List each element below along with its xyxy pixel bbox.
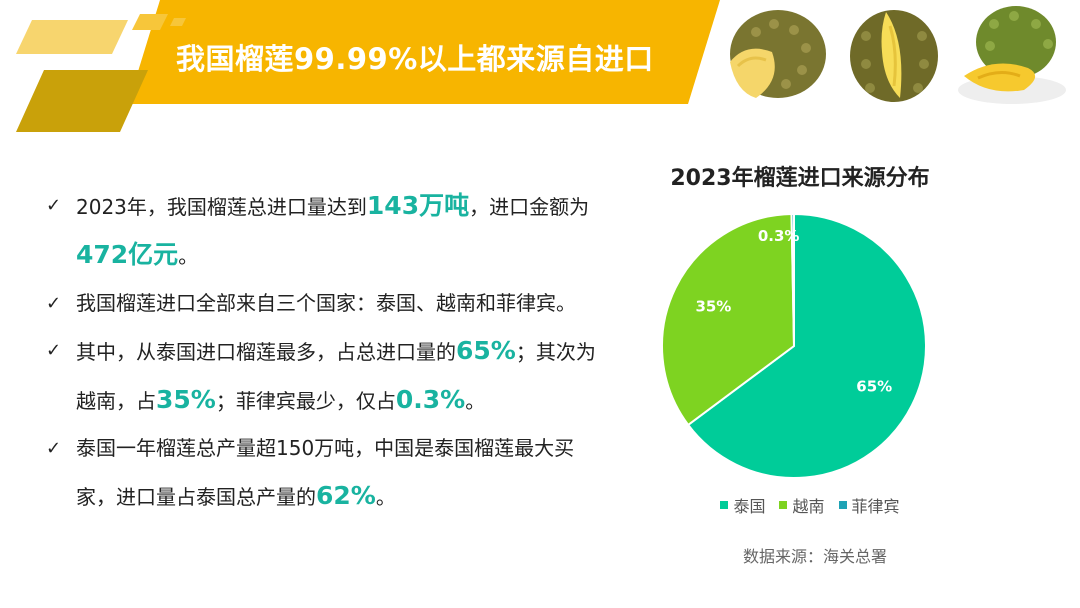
pie-label-2: 0.3% [758,227,800,245]
pie-slice-1 [661,213,796,427]
checkmark-icon: ✓ [46,438,62,459]
bullet-text: ；菲律宾最少，仅占 [215,389,396,413]
bullet-text: 泰国一年榴莲总产量超150万吨，中国是泰国榴莲最大买家，进口量占泰国总产量的 [76,436,575,509]
chart-title: 2023年榴莲进口来源分布 [670,166,930,191]
pie-chart: 65% 35% 0.3% [660,208,950,488]
bullet-text: 其中，从泰国进口榴莲最多，占总进口量的 [76,340,456,364]
legend-label: 泰国 [733,497,766,516]
header-banner: 我国榴莲99.99%以上都来源自进口 [0,0,1080,140]
bullet-text: 2023年，我国榴莲总进口量达到 [76,195,367,219]
bullet-text: 。 [375,485,396,509]
data-source: 数据来源：海关总署 [742,547,887,566]
bullet-text: ，进口金额为 [469,195,590,219]
pie-chart-svg: 65% 35% 0.3% [661,212,927,479]
legend-swatch [779,501,788,509]
checkmark-icon: ✓ [46,195,62,216]
banner-accent-tiny [170,18,186,26]
highlight-value: 65% [456,336,516,365]
pie-label-1: 35% [695,297,731,315]
durian-plate-icon [954,2,1070,106]
banner-accent-dark [16,70,148,132]
bullet-item: ✓ 我国榴莲进口全部来自三个国家：泰国、越南和菲律宾。 [44,280,604,327]
bullet-list: ✓ 2023年，我国榴莲总进口量达到143万吨，进口金额为472亿元。 ✓ 我国榴莲进… [44,182,604,521]
pie-slice-2 [790,212,795,347]
banner-shapes [16,0,720,132]
pie-slice-0 [686,212,927,479]
bullet-text: 。 [178,244,199,268]
bullet-text: ；其次为越南，占 [76,340,596,413]
legend-item: 越南 [779,493,825,517]
banner-main-shape [128,0,720,104]
bullet-item: ✓ 泰国一年榴莲总产量超150万吨，中国是泰国榴莲最大买家，进口量占泰国总产量的6… [44,425,604,521]
highlight-value: 0.3% [395,385,466,414]
chart-legend: 泰国 越南 菲律宾 [700,493,920,517]
legend-label: 越南 [792,497,825,516]
page-title: 我国榴莲99.99%以上都来源自进口 [176,42,654,76]
pie-label-0: 65% [856,377,892,395]
highlight-value: 35% [156,385,216,414]
bullet-text: 我国榴莲进口全部来自三个国家：泰国、越南和菲律宾。 [76,291,576,315]
legend-swatch [838,501,847,509]
highlight-value: 472亿元 [76,240,179,269]
legend-item: 菲律宾 [838,493,900,517]
checkmark-icon: ✓ [46,293,62,314]
highlight-value: 143万吨 [366,191,470,220]
banner-accent-small [132,14,168,30]
highlight-value: 62% [316,481,376,510]
checkmark-icon: ✓ [46,340,62,361]
legend-label: 菲律宾 [851,497,900,516]
legend-item: 泰国 [720,493,765,517]
banner-accent-light [16,20,128,54]
durian-open-icon [716,2,832,106]
legend-swatch [720,501,729,509]
bullet-item: ✓ 其中，从泰国进口榴莲最多，占总进口量的65%；其次为越南，占35%；菲律宾最少… [44,327,604,425]
bullet-item: ✓ 2023年，我国榴莲总进口量达到143万吨，进口金额为 472亿元。 [44,182,604,280]
durian-split-icon [836,2,952,106]
bullet-text: 。 [465,389,486,413]
